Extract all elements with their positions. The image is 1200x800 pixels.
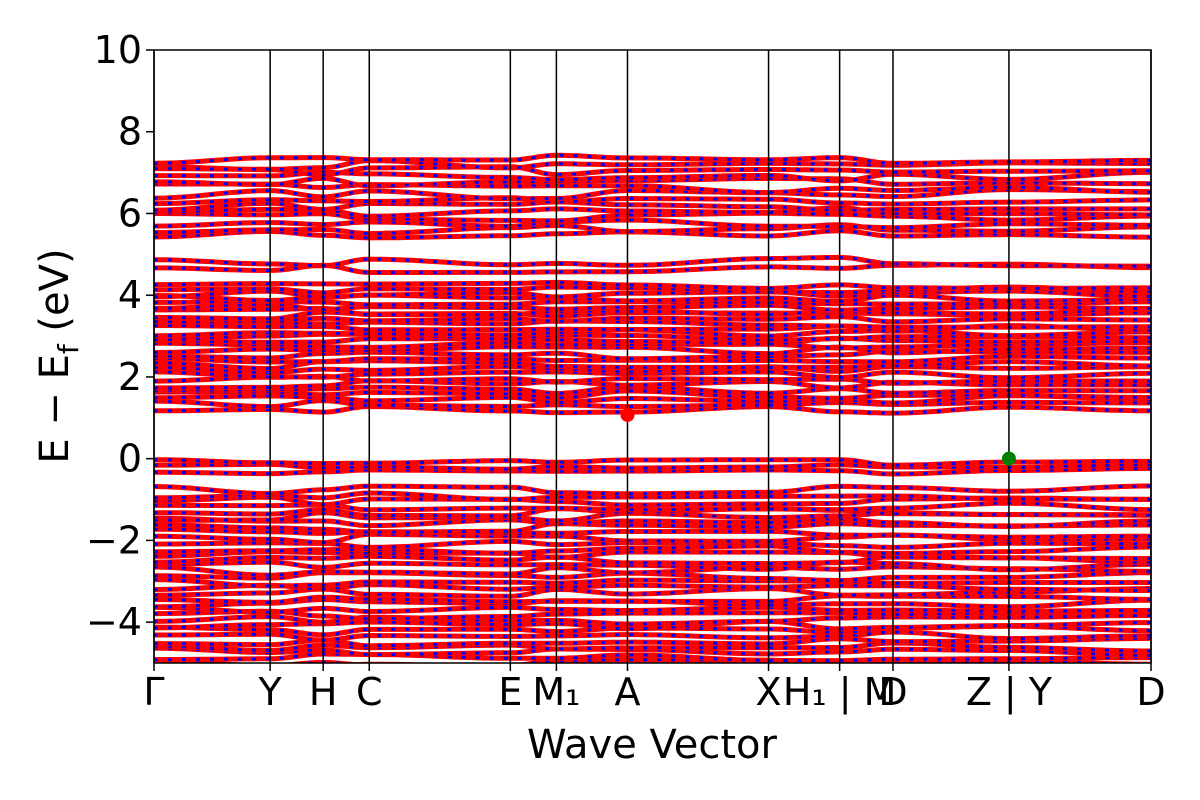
band-down	[154, 458, 1151, 467]
band-down	[154, 315, 1151, 324]
y-tick-label: 8	[118, 110, 142, 154]
band-down	[154, 306, 1151, 317]
band-down	[154, 293, 1151, 303]
band-lines	[154, 152, 1151, 663]
band-down	[154, 578, 1151, 588]
band-down	[154, 385, 1151, 395]
band-down	[154, 324, 1151, 333]
x-tick-label: D	[1136, 670, 1165, 714]
band-down	[154, 404, 1151, 415]
band-up	[154, 483, 1151, 497]
band-down	[154, 218, 1151, 230]
x-tick-label: Z | Y	[966, 670, 1053, 715]
band-down	[154, 550, 1151, 560]
band-down	[154, 153, 1151, 165]
x-tick-label: D	[878, 670, 907, 714]
band-down	[154, 285, 1151, 295]
y-tick-label: 4	[118, 273, 142, 317]
band-down	[154, 196, 1151, 206]
band-down	[154, 544, 1151, 555]
band-up	[154, 335, 1151, 347]
band-down	[154, 255, 1151, 268]
y-axis: −4 −2 0 2 4 6 8 10	[86, 28, 154, 644]
y-tick-label: 6	[118, 191, 142, 235]
extrema-markers	[620, 407, 1016, 466]
y-tick-label: 2	[118, 355, 142, 399]
band-down	[154, 527, 1151, 539]
band-down	[154, 170, 1151, 183]
extremum-marker	[1001, 451, 1016, 466]
band-down	[154, 605, 1151, 614]
band-down	[154, 484, 1151, 496]
x-tick-label: X	[756, 670, 782, 714]
band-down	[154, 560, 1151, 572]
band-down	[154, 565, 1151, 577]
x-tick-label: H₁ | M	[783, 670, 897, 715]
band-down	[154, 280, 1151, 290]
y-axis-label: E − Ef (eV)	[32, 248, 85, 463]
band-up	[154, 152, 1151, 166]
band-down	[154, 516, 1151, 529]
band-down	[154, 211, 1151, 223]
extremum-marker	[620, 407, 635, 422]
y-tick-label: 10	[94, 28, 142, 72]
band-down	[154, 646, 1151, 658]
band-up	[154, 187, 1151, 202]
band-down	[154, 501, 1151, 512]
band-down	[154, 614, 1151, 626]
y-tick-label: −2	[86, 518, 142, 562]
band-down	[154, 630, 1151, 642]
y-tick-label: −4	[86, 600, 142, 644]
band-down	[154, 495, 1151, 507]
plot-frame	[153, 49, 1152, 664]
band-down	[154, 332, 1151, 342]
band-up	[154, 164, 1151, 178]
band-down	[154, 176, 1151, 188]
x-tick-label: A	[614, 670, 640, 714]
band-down	[154, 652, 1151, 663]
band-down	[154, 229, 1151, 240]
band-down	[154, 394, 1151, 405]
x-tick-label: Γ	[143, 670, 164, 714]
band-down	[154, 341, 1151, 350]
band-down	[154, 491, 1151, 502]
band-down	[154, 609, 1151, 621]
band-down	[154, 359, 1151, 371]
band-down	[154, 539, 1151, 549]
band-up	[154, 457, 1151, 468]
band-down	[154, 302, 1151, 312]
band-down	[154, 345, 1151, 356]
band-down	[154, 319, 1151, 329]
band-down	[154, 370, 1151, 380]
band-down	[154, 571, 1151, 583]
x-axis-label: Wave Vector	[527, 722, 778, 768]
x-tick-label: C	[356, 670, 383, 714]
x-tick-label: E	[498, 670, 522, 714]
band-down	[154, 583, 1151, 592]
x-tick-label: H	[309, 670, 338, 714]
band-down	[154, 636, 1151, 648]
band-down	[154, 619, 1151, 631]
band-down	[154, 597, 1151, 609]
band-down	[154, 182, 1151, 195]
band-down	[154, 223, 1151, 236]
band-down	[154, 336, 1151, 346]
band-down	[154, 299, 1151, 307]
band-down	[154, 354, 1151, 364]
band-down	[154, 374, 1151, 385]
x-tick-label: Y	[258, 670, 283, 714]
y-tick-label: 0	[118, 437, 142, 481]
x-tick-label: M₁	[532, 670, 580, 714]
band-down	[154, 206, 1151, 218]
band-down	[154, 466, 1151, 476]
band-down	[154, 200, 1151, 212]
